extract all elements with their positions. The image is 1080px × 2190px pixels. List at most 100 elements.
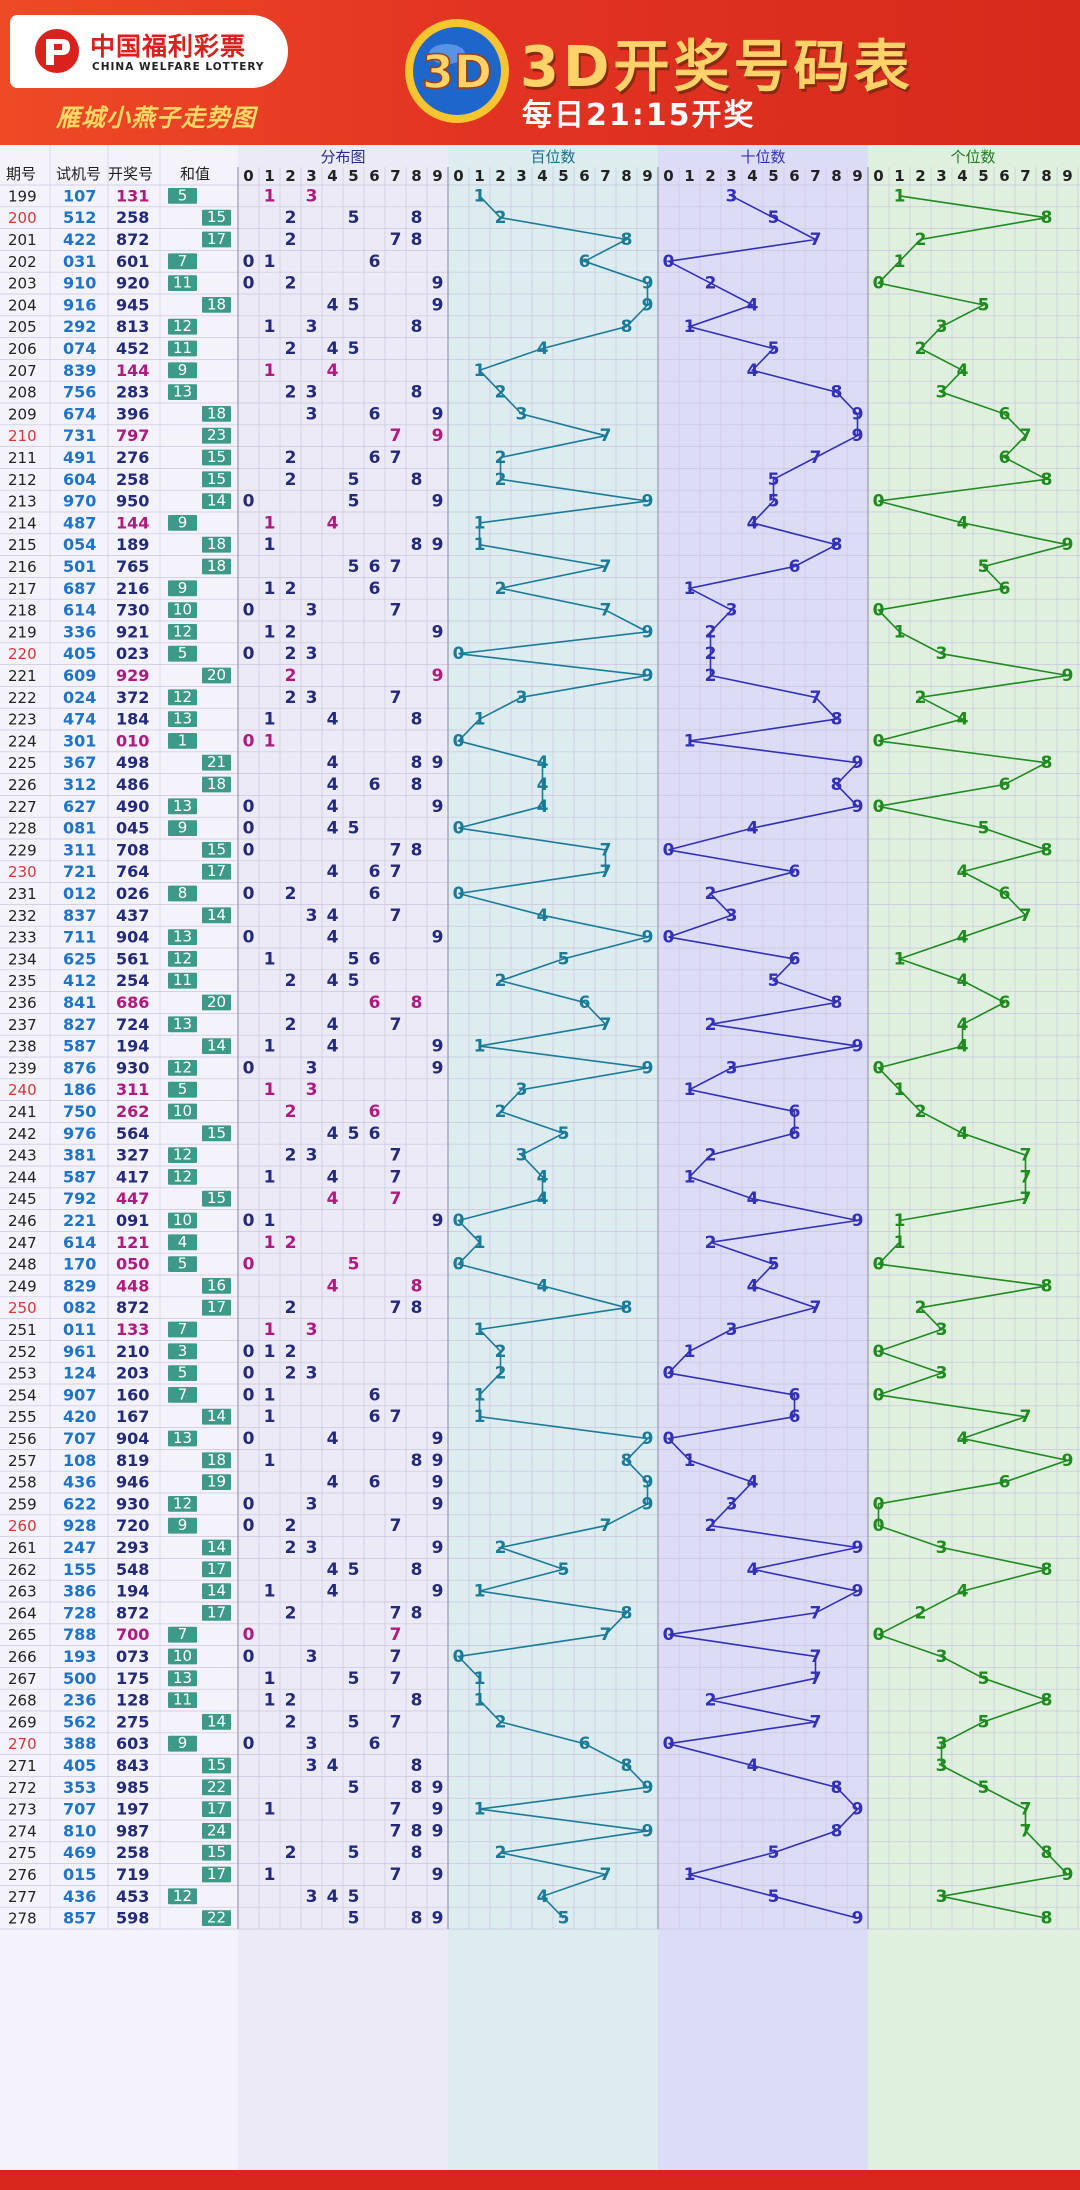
sum-value: 13 — [173, 797, 192, 815]
sum-badge — [168, 1626, 197, 1643]
distribution-digit: 4 — [327, 1037, 339, 1057]
trial-number-cell: 587 — [63, 1167, 96, 1186]
h-digit: 5 — [558, 1560, 570, 1580]
t-digit: 8 — [831, 1778, 843, 1798]
h-digit: 4 — [537, 339, 549, 359]
distribution-digit: 8 — [411, 753, 423, 773]
distribution-digit: 0 — [243, 1625, 255, 1645]
distribution-digit: 9 — [432, 1778, 444, 1798]
sum-value: 10 — [173, 1211, 192, 1229]
t-digit: 1 — [684, 1865, 696, 1885]
h-digit: 9 — [642, 1494, 654, 1514]
period-cell: 230 — [8, 863, 37, 881]
distribution-digit: 4 — [327, 1124, 339, 1144]
distribution-digit: 6 — [369, 557, 381, 577]
distribution-digit: 3 — [306, 601, 318, 621]
u-digit: 1 — [894, 1211, 906, 1231]
sum-value: 14 — [207, 906, 226, 924]
sum-badge — [168, 1735, 197, 1752]
period-cell: 228 — [8, 820, 37, 838]
u-digit: 3 — [936, 1756, 948, 1776]
period-cell: 216 — [8, 558, 37, 576]
period-cell: 231 — [8, 885, 37, 903]
h-digit: 2 — [495, 1843, 507, 1863]
sum-badge — [202, 406, 231, 422]
h-digit: 7 — [600, 1865, 612, 1885]
distribution-digit: 7 — [390, 448, 402, 468]
h-digit: 7 — [600, 862, 612, 882]
trial-number-cell: 625 — [63, 949, 96, 968]
distribution-digit: 2 — [285, 1102, 297, 1122]
u-digit: 8 — [1041, 1691, 1053, 1711]
distribution-digit: 7 — [390, 906, 402, 926]
distribution-digit: 0 — [243, 1364, 255, 1384]
distribution-digit: 4 — [327, 928, 339, 948]
draw-number-cell: 700 — [116, 1625, 149, 1644]
distribution-digit: 5 — [348, 971, 360, 991]
draw-number-cell: 144 — [116, 513, 149, 532]
h-digit: 1 — [474, 1037, 486, 1057]
t-digit: 9 — [852, 1582, 864, 1602]
u-digit: 4 — [957, 862, 969, 882]
t-digit: 2 — [705, 644, 717, 664]
h-digit: 8 — [621, 1298, 633, 1318]
sum-badge — [168, 1365, 197, 1381]
u-digit: 4 — [957, 1015, 969, 1035]
distribution-digit: 7 — [390, 862, 402, 882]
trial-number-cell: 247 — [63, 1538, 96, 1557]
sum-value: 15 — [207, 1843, 226, 1861]
h-digit: 0 — [453, 1211, 465, 1231]
distribution-digit: 2 — [285, 1233, 297, 1253]
draw-number-cell: 258 — [116, 1843, 149, 1862]
u-digit: 7 — [1020, 1189, 1032, 1209]
distribution-digit: 6 — [369, 448, 381, 468]
t-digit: 4 — [747, 1189, 759, 1209]
distribution-digit: 2 — [285, 1364, 297, 1384]
period-cell: 215 — [8, 536, 37, 554]
distribution-digit: 5 — [348, 1843, 360, 1863]
trial-number-cell: 562 — [63, 1712, 96, 1731]
distribution-digit: 3 — [306, 1538, 318, 1558]
draw-number-cell: 121 — [116, 1233, 149, 1252]
h-digit: 8 — [621, 1756, 633, 1776]
draw-number-cell: 184 — [116, 710, 149, 729]
u-digit: 0 — [873, 1058, 885, 1078]
trial-number-cell: 970 — [63, 492, 96, 511]
u-digit: 0 — [873, 274, 885, 294]
distribution-digit: 5 — [348, 208, 360, 228]
h-digit: 1 — [474, 535, 486, 555]
sum-value: 18 — [207, 557, 226, 575]
trial-number-cell: 405 — [63, 644, 96, 663]
sum-value: 13 — [173, 383, 192, 401]
u-digit: 7 — [1020, 1167, 1032, 1187]
sum-badge — [202, 1299, 231, 1316]
t-digit: 4 — [747, 513, 759, 533]
period-cell: 246 — [8, 1212, 37, 1230]
u-digit: 0 — [873, 797, 885, 817]
u-digit: 8 — [1041, 1843, 1053, 1863]
distribution-digit: 3 — [306, 1734, 318, 1754]
t-digit: 4 — [747, 361, 759, 381]
distribution-digit: 8 — [411, 470, 423, 490]
u-digit: 3 — [936, 317, 948, 337]
distribution-digit: 1 — [264, 186, 276, 206]
t-digit: 8 — [831, 775, 843, 795]
sum-badge — [168, 1670, 197, 1687]
trial-number-cell: 108 — [63, 1451, 96, 1470]
sum-value: 12 — [173, 317, 192, 335]
t-digit: 3 — [726, 1058, 738, 1078]
distribution-digit: 0 — [243, 1647, 255, 1667]
period-cell: 261 — [8, 1539, 37, 1557]
t-digit: 8 — [831, 383, 843, 403]
u-digit: 6 — [999, 448, 1011, 468]
distribution-digit: 3 — [306, 186, 318, 206]
trial-number-cell: 711 — [63, 928, 96, 947]
distribution-digit: 7 — [390, 1189, 402, 1209]
distribution-digit: 6 — [369, 404, 381, 424]
distribution-digit: 1 — [264, 1669, 276, 1689]
distribution-digit: 4 — [327, 797, 339, 817]
t-digit: 5 — [768, 1887, 780, 1907]
distribution-digit: 1 — [264, 949, 276, 969]
distribution-digit: 2 — [285, 339, 297, 359]
distribution-digit: 9 — [432, 1909, 444, 1929]
